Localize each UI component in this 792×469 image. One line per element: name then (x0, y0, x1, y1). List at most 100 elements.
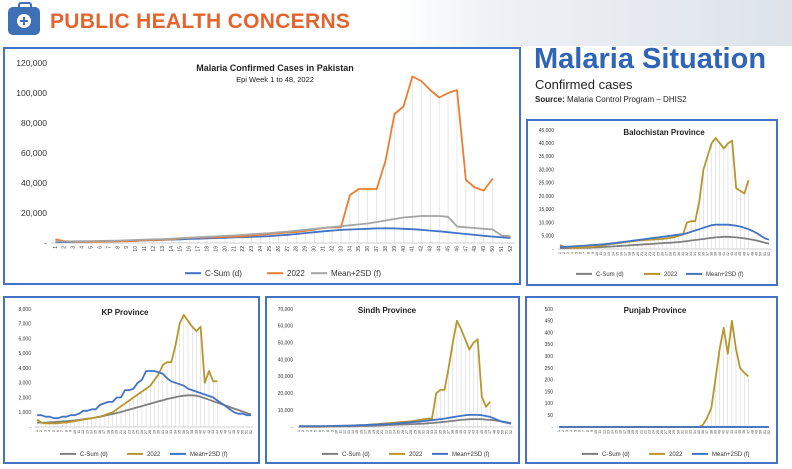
x-tick-label: 40 (459, 430, 463, 434)
data-point (150, 370, 151, 371)
data-point (502, 421, 503, 422)
data-point (153, 239, 154, 240)
data-point (682, 241, 683, 242)
data-point (440, 422, 441, 423)
x-tick-label: 38 (383, 246, 389, 252)
data-point (670, 426, 671, 427)
data-point (171, 397, 172, 398)
x-tick-label: 31 (161, 430, 165, 434)
y-tick-label: 5,000 (541, 234, 554, 240)
data-point (609, 243, 610, 244)
y-tick-label: 300 (545, 354, 554, 360)
data-point (242, 236, 243, 237)
data-point (125, 403, 126, 404)
data-point (723, 224, 724, 225)
data-point (723, 148, 724, 149)
x-tick-label: 44 (436, 246, 442, 252)
data-point (674, 237, 675, 238)
x-tick-label: 45 (738, 252, 742, 256)
x-tick-label: 8 (587, 252, 591, 254)
x-tick-label: 34 (693, 252, 697, 256)
data-point (744, 238, 745, 239)
data-point (162, 239, 163, 240)
data-point (707, 426, 708, 427)
y-tick-label: 100,000 (16, 88, 47, 98)
x-tick-label: 23 (648, 430, 652, 434)
data-point (703, 238, 704, 239)
data-point (74, 421, 75, 422)
y-tick-label: 30,000 (539, 167, 555, 173)
data-point (727, 426, 728, 427)
data-point (303, 426, 304, 427)
data-point (764, 238, 765, 239)
data-point (55, 241, 56, 242)
x-tick-label: 30 (312, 246, 318, 252)
data-point (141, 391, 142, 392)
chart-kp: KP Province - 1,000 2,000 3,000 4,000 5,000 6,0… (18, 307, 253, 458)
data-point (430, 230, 431, 231)
y-tick-label: 250 (545, 366, 554, 372)
data-point (436, 419, 437, 420)
y-tick-label: - (291, 425, 293, 431)
data-point (719, 349, 720, 350)
data-point (415, 423, 416, 424)
x-tick-label: 52 (767, 430, 771, 434)
x-tick-label: 32 (685, 430, 689, 434)
x-tick-label: 17 (623, 430, 627, 434)
data-point (625, 245, 626, 246)
data-point (73, 241, 74, 242)
x-tick-label: 4 (48, 430, 52, 432)
data-point (485, 419, 486, 420)
data-point (444, 421, 445, 422)
data-point (215, 236, 216, 237)
x-tick-label: 36 (365, 246, 371, 252)
data-point (469, 414, 470, 415)
data-point (641, 239, 642, 240)
y-tick-label: 80,000 (21, 118, 47, 128)
y-tick-label: 30,000 (278, 374, 294, 380)
x-tick-label: 46 (224, 430, 228, 434)
data-point (145, 388, 146, 389)
data-point (427, 423, 428, 424)
x-tick-label: 44 (734, 430, 738, 434)
x-tick-label: 36 (701, 430, 705, 434)
data-point (427, 418, 428, 419)
data-point (653, 426, 654, 427)
chart-panel-punjab: Punjab Province -50 100 150 200 250 300 350 400 4… (525, 296, 778, 464)
chart-balochistan: Balochistan Province - 5,000 10,000 15,000 20… (539, 128, 771, 278)
data-point (744, 372, 745, 373)
data-point (633, 426, 634, 427)
data-point (695, 230, 696, 231)
data-point (365, 424, 366, 425)
x-tick-label: 3 (565, 430, 569, 432)
data-point (456, 320, 457, 321)
y-tick-label: 25,000 (539, 181, 555, 187)
data-point (764, 426, 765, 427)
y-tick-label: 2,000 (18, 395, 31, 401)
data-point (448, 421, 449, 422)
data-point (752, 230, 753, 231)
data-point (260, 236, 261, 237)
data-point (411, 422, 412, 423)
data-point (66, 416, 67, 417)
data-point (579, 426, 580, 427)
data-point (175, 345, 176, 346)
legend-label: Mean+2SD (f) (712, 452, 750, 458)
chart-title: Malaria Confirmed Cases in Pakistan (196, 63, 354, 73)
y-tick-label: 8,000 (18, 307, 31, 313)
x-tick-label: 40 (199, 430, 203, 434)
data-point (196, 395, 197, 396)
data-point (465, 339, 466, 340)
data-point (740, 426, 741, 427)
data-point (70, 421, 71, 422)
data-point (340, 229, 341, 230)
x-tick-label: 1 (558, 252, 562, 254)
data-point (707, 226, 708, 227)
x-tick-label: 20 (376, 430, 380, 434)
data-point (501, 235, 502, 236)
y-tick-label: 4,000 (18, 366, 31, 372)
chart-title: Punjab Province (624, 306, 687, 315)
data-point (559, 244, 560, 245)
data-point (572, 246, 573, 247)
data-point (686, 233, 687, 234)
